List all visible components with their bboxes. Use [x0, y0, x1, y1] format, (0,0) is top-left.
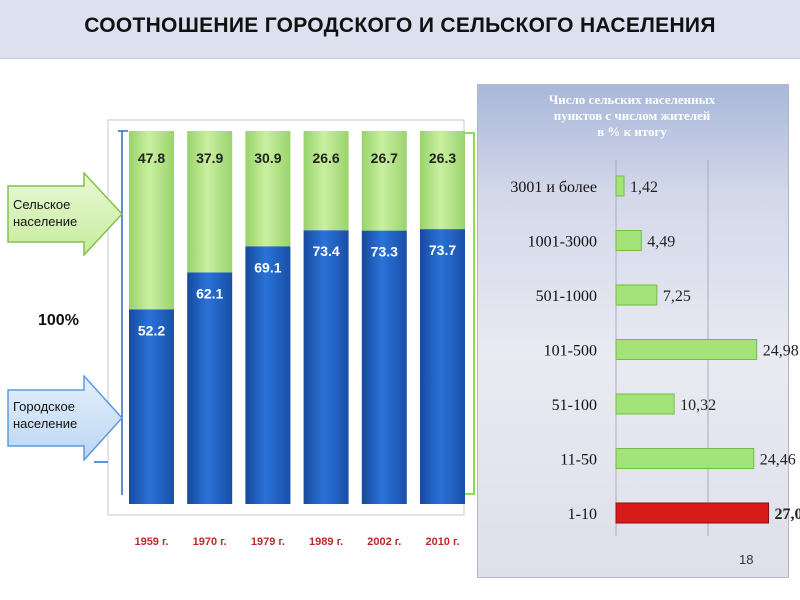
highlight-bar [615, 502, 770, 524]
urban-bar [420, 229, 465, 504]
rural-bar [420, 131, 465, 230]
settlement-bar [615, 284, 658, 306]
size-category-label: 1-10 [568, 506, 597, 523]
rural-value-label: 47.8 [138, 150, 165, 166]
urban-value-label: 52.2 [138, 322, 165, 338]
urban-value-label: 73.4 [312, 243, 339, 259]
rural-bar [129, 131, 174, 310]
urban-label-line1: Городское [13, 399, 75, 414]
size-category-label: 11-50 [560, 452, 597, 469]
size-category-label: 51-100 [552, 397, 597, 414]
rural-bar [303, 131, 349, 231]
panel-title-line2: пунктов с числом жителей [553, 108, 711, 123]
panel-title-line3: в % к итогу [597, 124, 667, 139]
urban-bar [129, 309, 174, 504]
panel-title-line1: Число сельских населенных [548, 92, 716, 107]
settlement-value-label: 1,42 [630, 179, 658, 196]
size-category-label: 3001 и более [510, 179, 597, 196]
settlement-value-label: 10,32 [680, 397, 716, 414]
rural-value-label: 30.9 [254, 150, 281, 166]
urban-value-label: 62.1 [196, 285, 223, 301]
size-category-label: 501-1000 [536, 288, 597, 305]
page-number: 18 [739, 552, 754, 567]
settlement-bar [615, 230, 642, 251]
urban-bar [187, 272, 233, 504]
urban-label-line2: население [13, 416, 78, 431]
rural-label: Сельское население [13, 196, 77, 230]
rural-arrow [7, 172, 124, 256]
rural-value-label: 26.6 [312, 150, 339, 166]
rural-bar [187, 131, 233, 273]
settlement-bar [615, 175, 625, 197]
year-tick-label: 1979 г. [251, 536, 285, 548]
urban-value-label: 73.7 [429, 242, 456, 258]
year-tick-label: 1970 г. [193, 536, 227, 548]
rural-value-label: 26.3 [429, 150, 456, 166]
urban-value-label: 73.3 [371, 244, 398, 260]
settlement-value-label: 27,08 [775, 506, 800, 523]
year-tick-label: 2010 г. [425, 536, 459, 548]
urban-value-label: 69.1 [254, 259, 281, 275]
settlement-value-label: 7,25 [663, 288, 691, 305]
settlement-bar [615, 339, 758, 360]
year-tick-label: 1959 г. [134, 536, 168, 548]
urban-bar [303, 230, 349, 504]
year-tick-label: 1989 г. [309, 536, 343, 548]
rural-bar [245, 131, 291, 247]
rural-label-line1: Сельское [13, 197, 71, 212]
settlement-value-label: 24,98 [763, 343, 799, 360]
urban-arrow [7, 375, 124, 461]
rural-label-line2: население [13, 214, 78, 229]
rural-value-label: 37.9 [196, 150, 223, 166]
settlement-bar [615, 448, 755, 469]
slide-title: СООТНОШЕНИЕ ГОРОДСКОГО И СЕЛЬСКОГО НАСЕЛ… [84, 14, 716, 37]
urban-bar [361, 230, 407, 504]
urban-label: Городское население [13, 398, 77, 432]
title-bar [0, 0, 800, 59]
settlement-bar [615, 393, 675, 415]
urban-bar [245, 246, 291, 504]
size-category-label: 101-500 [544, 343, 597, 360]
rural-bar [361, 131, 407, 231]
size-category-label: 1001-3000 [528, 234, 597, 251]
year-tick-label: 2002 г. [367, 536, 401, 548]
percent-label: 100% [38, 312, 79, 329]
right-bracket [464, 132, 475, 495]
settlements-panel [477, 84, 789, 578]
rural-value-label: 26.7 [371, 150, 398, 166]
settlement-value-label: 4,49 [647, 234, 675, 251]
panel-title: Число сельских населенных пунктов с числ… [486, 92, 778, 140]
settlement-value-label: 24,46 [760, 452, 796, 469]
